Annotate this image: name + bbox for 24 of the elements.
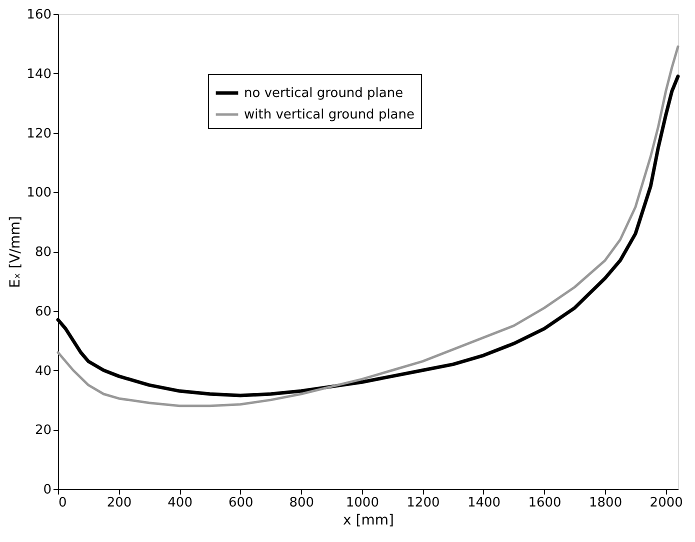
x-tick-label: 1800 [589, 496, 622, 510]
x-tick-label: 2000 [650, 496, 683, 510]
x-tick-label: 600 [228, 496, 254, 510]
x-tick-label: 0 [58, 496, 67, 510]
legend-label: no vertical ground plane [244, 86, 404, 101]
y-tick-label: 40 [34, 364, 52, 379]
y-tick-label: 120 [26, 126, 52, 142]
x-tick-label: 1600 [528, 496, 562, 510]
y-tick-label: 20 [34, 423, 52, 438]
x-tick-label: 1000 [346, 496, 379, 510]
y-tick-label: 0 [43, 482, 52, 498]
y-tick-label: 80 [34, 245, 52, 260]
y-tick-label: 140 [26, 66, 52, 82]
y-tick-label: 60 [34, 304, 52, 320]
x-axis-title: x [mm] [343, 512, 394, 528]
y-axis-title: Eₓ [V/mm] [8, 216, 24, 288]
legend-label: with vertical ground plane [244, 108, 415, 122]
x-tick-label: 200 [106, 496, 132, 510]
x-tick-label: 1400 [467, 496, 501, 510]
x-tick-label: 800 [289, 496, 314, 510]
x-tick-label: 1200 [406, 496, 440, 510]
y-tick-label: 100 [26, 186, 52, 201]
y-tick-label: 160 [26, 8, 52, 22]
x-tick-label: 400 [168, 496, 192, 510]
